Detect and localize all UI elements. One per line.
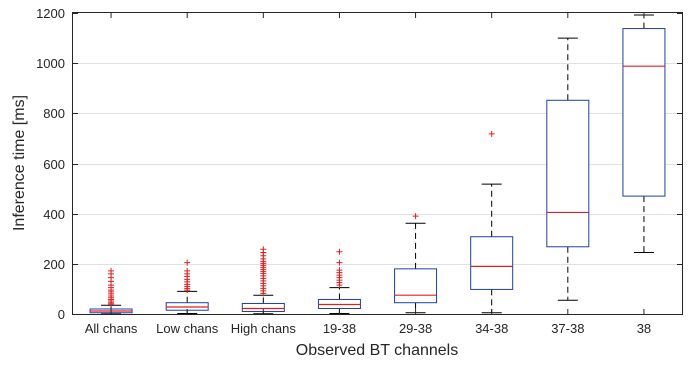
outlier-marker <box>184 267 191 274</box>
y-tick-label: 1000 <box>36 56 65 71</box>
box-group <box>470 130 514 314</box>
tick-layer: 0 200 400 600 800 1000 1200 All chans Low chans H… <box>36 6 682 336</box>
y-tick-label: 800 <box>43 106 65 121</box>
outlier-marker <box>108 267 115 274</box>
x-tick-label: 29-38 <box>399 321 432 336</box>
x-tick-label: 37-38 <box>551 321 584 336</box>
box-group <box>89 267 133 315</box>
iqr-box <box>470 236 514 290</box>
plot-frame <box>72 12 683 315</box>
outlier-marker <box>336 267 343 274</box>
x-tick-label: 19-38 <box>323 321 356 336</box>
y-tick-label: 400 <box>43 207 65 222</box>
outlier-marker <box>412 213 419 220</box>
box-group <box>165 259 209 314</box>
iqr-box <box>394 268 438 304</box>
x-axis-label: Observed BT channels <box>296 342 458 359</box>
y-tick-label: 200 <box>43 257 65 272</box>
outlier-marker <box>336 248 343 255</box>
x-tick-label: High chans <box>231 321 297 336</box>
x-tick-label: 34-38 <box>475 321 508 336</box>
y-tick-label: 1200 <box>36 6 65 21</box>
plot-layer <box>89 14 666 315</box>
y-axis-label: Inference time [ms] <box>11 95 28 231</box>
box-group <box>394 213 438 314</box>
x-tick-label: All chans <box>85 321 138 336</box>
iqr-box <box>622 28 666 197</box>
box-group <box>622 14 666 254</box>
outlier-marker <box>488 130 495 137</box>
outlier-marker <box>260 246 267 253</box>
iqr-box <box>546 99 590 248</box>
box-group <box>317 248 361 314</box>
outlier-marker <box>336 259 343 266</box>
outlier-marker <box>184 259 191 266</box>
y-tick-label: 0 <box>58 307 65 322</box>
x-tick-label: Low chans <box>156 321 219 336</box>
y-tick-label: 600 <box>43 157 65 172</box>
box-group <box>546 37 590 301</box>
grid-layer <box>73 63 682 265</box>
x-tick-label: 38 <box>637 321 651 336</box>
box-group <box>241 246 285 315</box>
